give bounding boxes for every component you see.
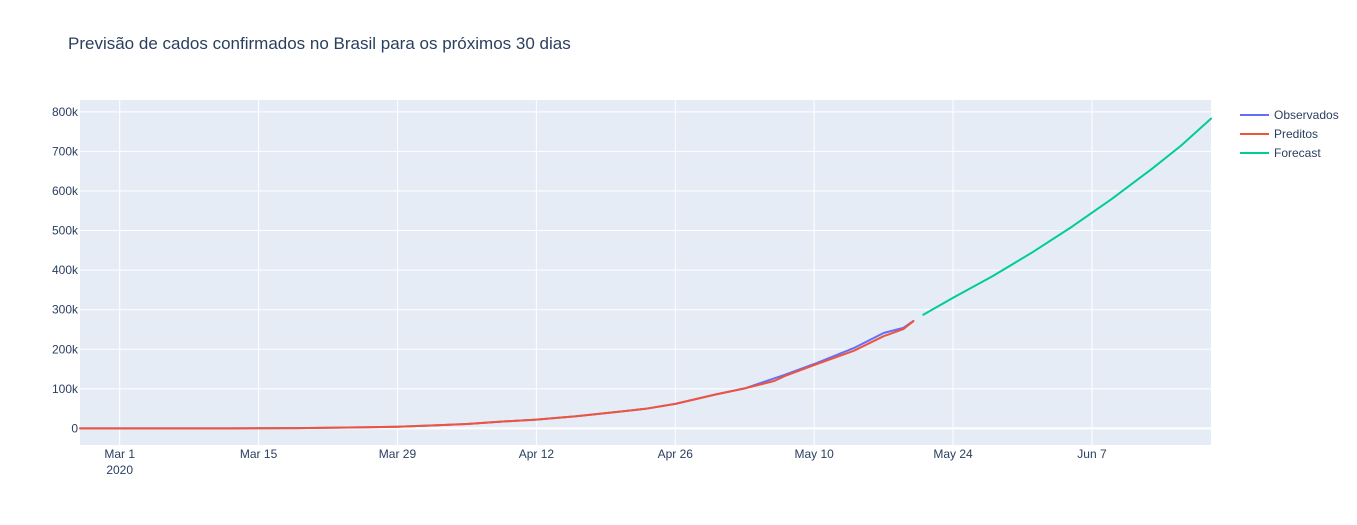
x-tick-sublabel: 2020	[106, 463, 133, 477]
legend-item-observados[interactable]: Observados	[1240, 108, 1339, 122]
x-tick-label: Jun 7	[1077, 447, 1107, 461]
plot-background[interactable]	[80, 100, 1211, 445]
y-tick-label: 400k	[52, 263, 79, 277]
x-tick-label: May 24	[933, 447, 973, 461]
series-line-forecast[interactable]	[922, 117, 1212, 316]
y-tick-label: 0	[71, 421, 78, 435]
legend[interactable]: Observados Preditos Forecast	[1240, 108, 1339, 160]
y-tick-label: 200k	[52, 342, 79, 356]
y-tick-label: 100k	[52, 382, 79, 396]
series-line-preditos[interactable]	[79, 320, 915, 430]
x-tick-label: May 10	[794, 447, 834, 461]
legend-label: Preditos	[1274, 127, 1318, 141]
legend-label: Forecast	[1274, 146, 1321, 160]
series-layer	[79, 117, 1212, 430]
legend-label: Observados	[1274, 108, 1339, 122]
x-tick-label: Mar 29	[379, 447, 417, 461]
y-tick-label: 500k	[52, 224, 79, 238]
legend-item-forecast[interactable]: Forecast	[1240, 146, 1321, 160]
chart-title: Previsão de cados confirmados no Brasil …	[68, 34, 571, 53]
y-tick-label: 300k	[52, 303, 79, 317]
x-tick-label: Mar 15	[240, 447, 278, 461]
x-tick-label: Mar 1	[104, 447, 135, 461]
y-tick-label: 800k	[52, 105, 79, 119]
y-tick-label: 600k	[52, 184, 79, 198]
legend-item-preditos[interactable]: Preditos	[1240, 127, 1318, 141]
x-gridlines	[119, 100, 1093, 445]
y-tick-label: 700k	[52, 144, 79, 158]
x-tick-label: Apr 26	[658, 447, 694, 461]
x-tick-label: Apr 12	[519, 447, 555, 461]
y-axis-ticks: 0 100k 200k 300k 400k 500k 600k 700k 800k	[52, 105, 79, 436]
x-axis-ticks: Mar 1 2020 Mar 15 Mar 29 Apr 12 Apr 26 May 10 M…	[104, 447, 1107, 477]
